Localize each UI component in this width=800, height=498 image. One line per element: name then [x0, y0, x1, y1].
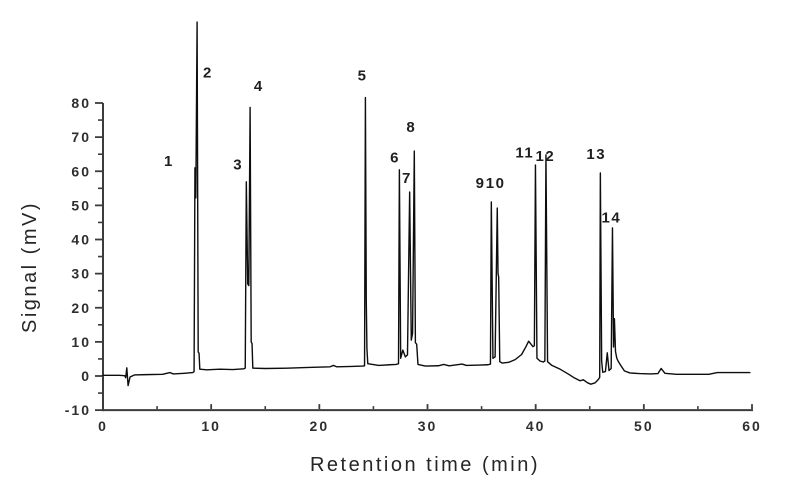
y-tick-label: 20: [71, 300, 91, 316]
peak-label-8: 8: [406, 119, 416, 136]
y-tick-label: 80: [71, 95, 91, 111]
y-tick-label: 50: [71, 197, 91, 213]
x-tick-label: 10: [201, 418, 221, 434]
axes: 0 10 20 30 40 50 60 -10 0 10 20 30 40 50 60 70 80: [65, 95, 762, 434]
x-tick-label: 50: [634, 418, 654, 434]
signal-trace: [102, 21, 751, 387]
peak-label-12: 12: [536, 148, 556, 165]
chromatogram-trace: [102, 21, 751, 387]
x-axis-title: Retention time (min): [310, 454, 540, 476]
peak-label-2: 2: [203, 64, 213, 81]
peak-label-7: 7: [402, 170, 412, 187]
y-tick-label: 0: [81, 368, 91, 384]
y-tick-label: 70: [71, 129, 91, 145]
peak-label-14: 14: [602, 209, 622, 226]
x-tick-label: 20: [310, 418, 330, 434]
peak-label-4: 4: [254, 78, 264, 95]
y-tick-label: 40: [71, 232, 91, 248]
peak-label-10: 10: [486, 175, 506, 192]
peak-label-5: 5: [358, 68, 368, 85]
x-tick-label: 30: [418, 418, 438, 434]
peak-label-1: 1: [164, 153, 174, 170]
y-tick-label: 10: [71, 334, 91, 350]
peak-label-13: 13: [586, 146, 606, 163]
y-tick-label: 30: [71, 266, 91, 282]
y-axis-title: Signal (mV): [19, 201, 41, 333]
peak-label-6: 6: [390, 150, 400, 167]
x-tick-label: 60: [742, 418, 762, 434]
peak-label-11: 11: [515, 144, 534, 161]
peak-label-9: 9: [476, 175, 486, 192]
y-tick-label: 60: [71, 163, 91, 179]
x-tick-label: 40: [526, 418, 546, 434]
peak-label-3: 3: [233, 156, 243, 173]
y-tick-label: -10: [65, 402, 91, 418]
x-tick-label: 0: [98, 418, 108, 434]
